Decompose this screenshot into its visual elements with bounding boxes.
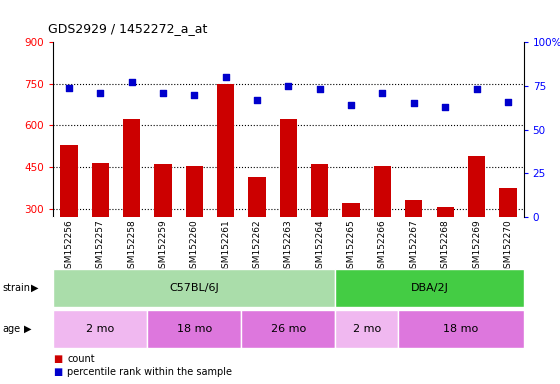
Text: GSM152259: GSM152259 <box>158 219 167 274</box>
Point <box>190 92 199 98</box>
Bar <box>155 164 171 292</box>
Bar <box>53 310 147 348</box>
Text: ▶: ▶ <box>24 324 31 334</box>
Text: count: count <box>67 354 95 364</box>
Text: ■: ■ <box>53 354 63 364</box>
Point <box>472 86 481 93</box>
Text: GDS2929 / 1452272_a_at: GDS2929 / 1452272_a_at <box>48 22 207 35</box>
Bar <box>311 164 328 292</box>
Text: 26 mo: 26 mo <box>271 324 306 334</box>
Bar <box>280 119 297 292</box>
Bar <box>53 269 335 307</box>
Point <box>158 90 167 96</box>
Point <box>96 90 105 96</box>
Bar <box>335 310 398 348</box>
Bar <box>249 177 265 292</box>
Text: GSM152263: GSM152263 <box>284 219 293 274</box>
Text: GSM152260: GSM152260 <box>190 219 199 274</box>
Text: GSM152265: GSM152265 <box>347 219 356 274</box>
Bar <box>123 119 140 292</box>
Text: GSM152264: GSM152264 <box>315 219 324 273</box>
Text: GSM152258: GSM152258 <box>127 219 136 274</box>
Bar <box>437 207 454 292</box>
Text: 18 mo: 18 mo <box>177 324 212 334</box>
Text: GSM152268: GSM152268 <box>441 219 450 274</box>
Bar <box>374 166 391 292</box>
Text: 18 mo: 18 mo <box>444 324 478 334</box>
Point <box>64 84 73 91</box>
Bar <box>343 203 360 292</box>
Text: ▶: ▶ <box>31 283 38 293</box>
Bar <box>500 188 516 292</box>
Point <box>441 104 450 110</box>
Bar <box>92 163 109 292</box>
Text: GSM152256: GSM152256 <box>64 219 73 274</box>
Point <box>127 79 136 86</box>
Bar <box>398 310 524 348</box>
Text: GSM152267: GSM152267 <box>409 219 418 274</box>
Text: 2 mo: 2 mo <box>353 324 381 334</box>
Text: GSM152262: GSM152262 <box>253 219 262 273</box>
Bar <box>186 167 203 292</box>
Text: GSM152261: GSM152261 <box>221 219 230 274</box>
Text: GSM152270: GSM152270 <box>503 219 512 274</box>
Point <box>284 83 293 89</box>
Text: GSM152257: GSM152257 <box>96 219 105 274</box>
Point <box>409 100 418 106</box>
Point <box>315 86 324 93</box>
Point <box>221 74 230 80</box>
Text: ■: ■ <box>53 367 63 377</box>
Bar <box>335 269 524 307</box>
Point <box>503 99 512 105</box>
Bar <box>147 310 241 348</box>
Bar <box>405 200 422 292</box>
Text: GSM152266: GSM152266 <box>378 219 387 274</box>
Text: 2 mo: 2 mo <box>86 324 114 334</box>
Text: GSM152269: GSM152269 <box>472 219 481 274</box>
Bar <box>241 310 335 348</box>
Bar <box>217 84 234 292</box>
Point <box>378 90 387 96</box>
Text: DBA/2J: DBA/2J <box>410 283 449 293</box>
Bar <box>468 156 485 292</box>
Text: C57BL/6J: C57BL/6J <box>170 283 219 293</box>
Point <box>253 97 262 103</box>
Bar <box>60 145 77 292</box>
Text: age: age <box>3 324 21 334</box>
Text: strain: strain <box>3 283 31 293</box>
Text: percentile rank within the sample: percentile rank within the sample <box>67 367 232 377</box>
Point <box>347 102 356 108</box>
